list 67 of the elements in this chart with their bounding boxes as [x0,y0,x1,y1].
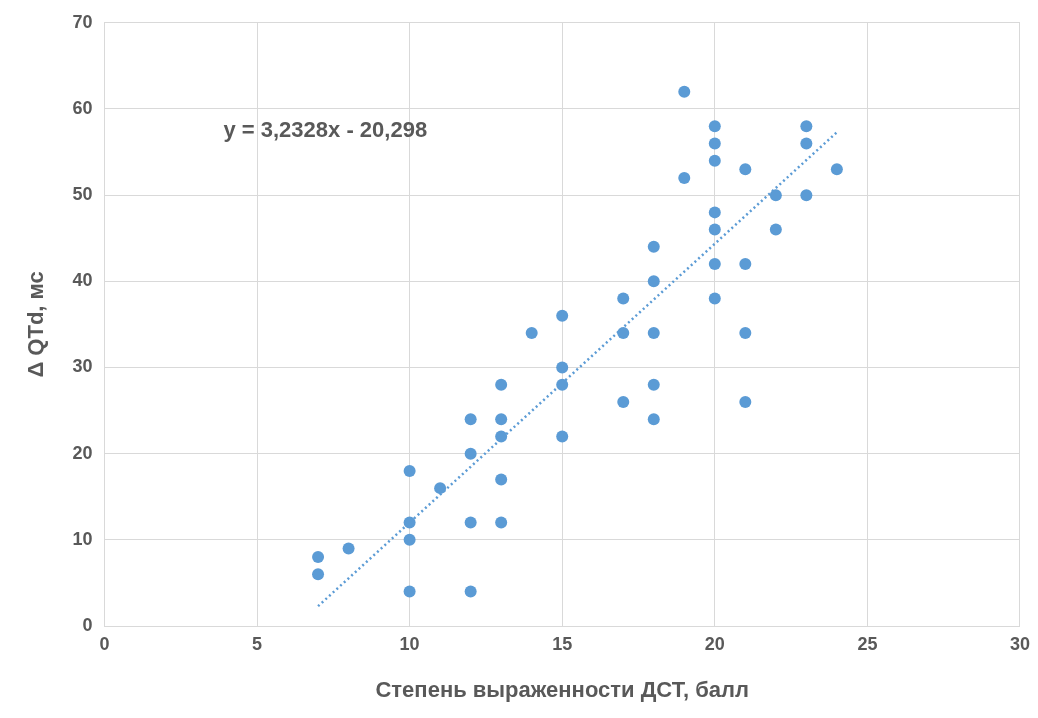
point [312,568,325,581]
x-tick-label: 30 [1009,633,1030,654]
y-tick-label: 70 [72,11,93,32]
point [708,137,721,150]
y-tick-label: 30 [72,356,93,377]
point [647,413,660,426]
point [739,163,752,176]
x-tick-label: 25 [857,633,878,654]
point [464,585,477,598]
y-axis-title: Δ QTd, мс [23,271,49,378]
y-tick-label: 50 [72,184,93,205]
point [739,395,752,408]
point [800,120,813,133]
x-axis-title: Степень выраженности ДСТ, балл [375,676,749,702]
point [617,395,630,408]
point [647,275,660,288]
point [739,258,752,271]
x-tick-label: 20 [704,633,725,654]
point [800,189,813,202]
y-tick-label: 60 [72,97,93,118]
point [464,413,477,426]
annotation: y = 3,2328x - 20,298 [223,117,428,143]
x-tick-label: 15 [552,633,573,654]
y-tick-label: 40 [72,270,93,291]
point [495,430,508,443]
point [312,551,325,564]
point [708,258,721,271]
point [708,154,721,167]
x-tick-label: 0 [99,633,110,654]
point [556,378,569,391]
point [495,378,508,391]
y-tick-label: 10 [72,528,93,549]
point [403,585,416,598]
point [525,327,538,340]
point [647,327,660,340]
point [647,240,660,253]
point [769,189,782,202]
point [739,327,752,340]
point [708,206,721,219]
point [434,482,447,495]
point [708,292,721,305]
y-tick-label: 0 [82,614,93,635]
point [495,516,508,529]
point [403,464,416,477]
point [342,542,355,555]
point [556,430,569,443]
point [556,309,569,322]
point [495,413,508,426]
point [678,85,691,98]
point [464,516,477,529]
point [617,327,630,340]
y-tick-label: 20 [72,442,93,463]
point [769,223,782,236]
point [617,292,630,305]
point [830,163,843,176]
point [647,378,660,391]
point [464,447,477,460]
x-tick-label: 10 [399,633,420,654]
point [678,171,691,184]
point [403,516,416,529]
point [495,473,508,486]
point [800,137,813,150]
point [708,223,721,236]
point [708,120,721,133]
x-tick-label: 5 [252,633,263,654]
point [403,533,416,546]
point [556,361,569,374]
